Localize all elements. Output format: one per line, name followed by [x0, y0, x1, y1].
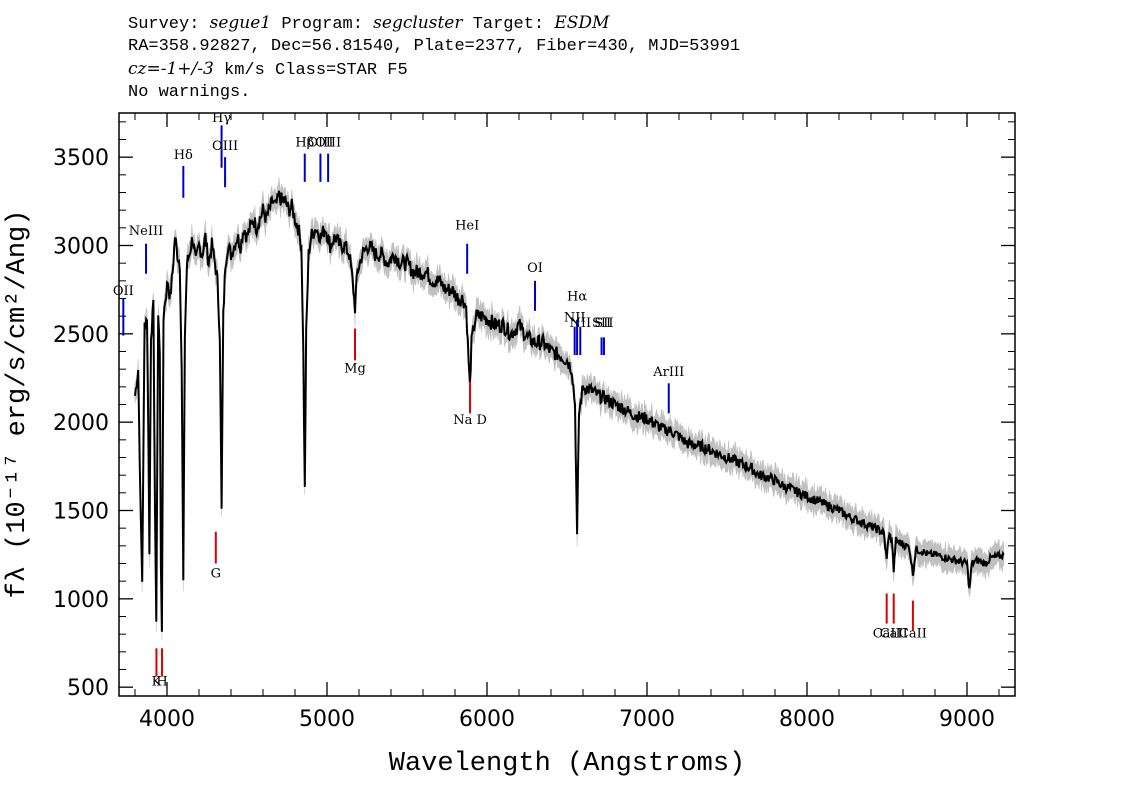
axis-ticks: 4000 5000 6000 7000 8000 9000 500 1000 1500 2000 2… — [53, 113, 1015, 732]
absorption-line-label: H — [156, 674, 167, 689]
x-axis-title: Wavelength (Angstroms) — [389, 749, 745, 779]
error-band — [134, 177, 1005, 641]
survey-label: Survey: — [128, 15, 210, 34]
y-tick-label: 3000 — [53, 235, 109, 260]
x-tick-label: 7000 — [619, 707, 675, 732]
emission-line-label: ArIII — [652, 365, 684, 380]
x-tick-label: 9000 — [939, 707, 995, 732]
emission-line-label: OI — [527, 261, 543, 276]
emission-line-label: OIII — [307, 136, 333, 151]
header-line-3: cz=-1+/-3 km/s Class=STAR F5 — [128, 58, 740, 82]
emission-line-label: HeI — [455, 219, 479, 234]
flux-series — [134, 190, 1005, 632]
x-tick-label: 6000 — [459, 707, 515, 732]
emission-line-label: Hδ — [174, 148, 193, 163]
x-tick-label: 8000 — [779, 707, 835, 732]
absorption-line-label: Na D — [453, 413, 487, 428]
target-label: Target: — [462, 15, 555, 34]
target-value: ESDM — [554, 13, 610, 33]
absorption-line-label: G — [211, 567, 221, 582]
y-axis-title: fλ (10⁻¹⁷ erg/s/cm²/Ang) — [3, 210, 33, 599]
y-tick-label: 3500 — [53, 146, 109, 171]
flux-line — [134, 190, 1005, 632]
emission-line-label: NII — [569, 316, 591, 331]
y-tick-label: 1500 — [53, 500, 109, 525]
spectrum-header: Survey: segue1 Program: segcluster Targe… — [128, 12, 740, 104]
redshift-value: cz=-1+/-3 — [128, 59, 214, 79]
header-line-2: RA=358.92827, Dec=56.81540, Plate=2377, … — [128, 37, 741, 56]
header-line-1: Survey: segue1 Program: segcluster Targe… — [128, 12, 740, 36]
y-tick-label: 2000 — [53, 411, 109, 436]
emission-line-label: Hβ — [295, 136, 314, 151]
emission-line-label: SII — [592, 316, 611, 331]
absorption-line-label: CaII — [899, 627, 927, 642]
emission-line-label: OII — [113, 284, 134, 299]
emission-line-label: OIII — [315, 136, 341, 151]
emission-line-label: NII — [564, 310, 586, 325]
emission-line-label: Hγ — [212, 111, 231, 126]
plot-frame — [118, 112, 1016, 697]
absorption-line-label: CaII — [873, 627, 901, 642]
absorption-line-label: Mg — [344, 362, 366, 377]
emission-line-label: NeIII — [129, 224, 163, 239]
x-tick-label: 5000 — [299, 707, 355, 732]
program-value: segcluster — [373, 13, 463, 33]
header-line-4: No warnings. — [128, 83, 251, 102]
emission-line-label: Hα — [567, 289, 587, 304]
survey-value: segue1 — [209, 13, 272, 33]
emission-line-label: SII — [594, 316, 613, 331]
error-band-area — [134, 177, 1005, 641]
y-tick-label: 2500 — [53, 323, 109, 348]
y-tick-label: 500 — [67, 676, 109, 701]
program-label: Program: — [271, 15, 374, 34]
absorption-line-label: CaII — [880, 627, 908, 642]
absorption-line-label: K — [152, 674, 162, 689]
emission-line-label: OIII — [212, 139, 238, 154]
class-text: km/s Class=STAR F5 — [213, 61, 408, 80]
x-tick-label: 4000 — [139, 707, 195, 732]
y-tick-label: 1000 — [53, 588, 109, 613]
